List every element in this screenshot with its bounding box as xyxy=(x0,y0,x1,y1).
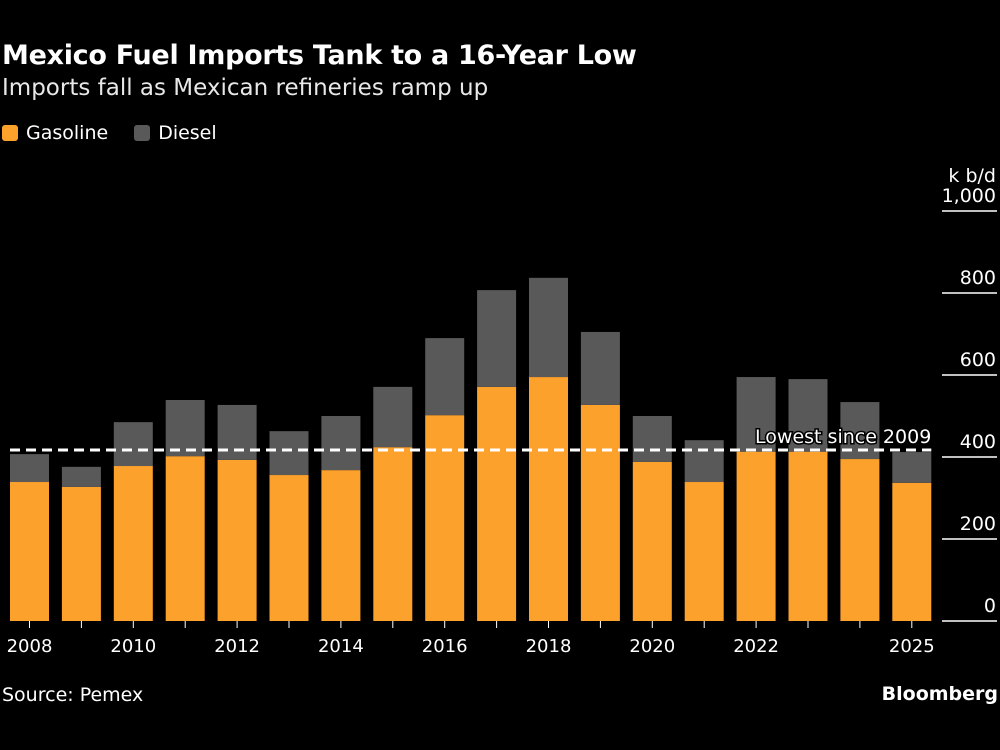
bar-diesel-2018 xyxy=(529,277,568,378)
source-note: Source: Pemex xyxy=(2,684,144,706)
legend-label-gasoline: Gasoline xyxy=(26,122,109,144)
legend-item-diesel: Diesel xyxy=(134,122,217,144)
x-tick-label: 2025 xyxy=(889,636,935,657)
bar-gasoline-2013 xyxy=(269,475,309,621)
bar-diesel-2011 xyxy=(165,400,205,457)
bloomberg-logo: Bloomberg xyxy=(881,683,998,705)
annotation-label: Lowest since 2009 xyxy=(755,426,931,448)
bar-gasoline-2015 xyxy=(373,447,413,621)
bar-gasoline-2021 xyxy=(684,482,724,621)
bar-gasoline-2009 xyxy=(61,486,101,621)
bar-diesel-2010 xyxy=(113,422,153,467)
bar-diesel-2019 xyxy=(580,331,620,405)
bar-diesel-2022 xyxy=(736,377,776,452)
legend-item-gasoline: Gasoline xyxy=(2,122,108,144)
bar-gasoline-2014 xyxy=(321,470,361,621)
y-tick-label: 600 xyxy=(960,349,996,371)
bar-gasoline-2012 xyxy=(217,459,257,621)
x-tick-label: 2014 xyxy=(318,636,364,657)
x-tick-label: 2018 xyxy=(526,636,572,657)
bar-diesel-2016 xyxy=(425,338,465,416)
bar-gasoline-2019 xyxy=(580,404,620,621)
bar-diesel-2023 xyxy=(788,379,828,452)
x-tick-label: 2008 xyxy=(7,636,53,657)
bar-gasoline-2020 xyxy=(632,461,672,621)
bar-gasoline-2016 xyxy=(425,415,465,621)
bar-gasoline-2023 xyxy=(788,451,828,621)
x-tick-label: 2022 xyxy=(733,636,779,657)
x-tick-label: 2020 xyxy=(629,636,675,657)
bar-gasoline-2017 xyxy=(477,386,517,621)
bar-gasoline-2018 xyxy=(529,377,568,621)
bar-diesel-2020 xyxy=(632,416,672,462)
y-tick-label: 0 xyxy=(984,595,996,617)
bar-diesel-2021 xyxy=(684,440,724,483)
x-tick-label: 2012 xyxy=(214,636,260,657)
chart-subtitle: Imports fall as Mexican refineries ramp … xyxy=(2,75,489,101)
bar-gasoline-2024 xyxy=(840,459,880,621)
bar-diesel-2017 xyxy=(477,290,517,387)
legend-swatch-gasoline xyxy=(2,125,18,141)
bar-diesel-2013 xyxy=(269,431,309,476)
bar-diesel-2009 xyxy=(61,466,101,487)
legend-label-diesel: Diesel xyxy=(158,122,217,144)
y-tick-label: 800 xyxy=(960,267,996,289)
bar-diesel-2014 xyxy=(321,416,361,471)
bar-diesel-2025 xyxy=(892,452,932,483)
x-tick-label: 2010 xyxy=(110,636,156,657)
y-tick-label: 1,000 xyxy=(942,185,996,207)
bar-diesel-2008 xyxy=(10,454,49,483)
y-tick-label: 400 xyxy=(960,431,996,453)
bar-diesel-2012 xyxy=(217,404,257,460)
bar-gasoline-2008 xyxy=(10,482,49,621)
bar-gasoline-2011 xyxy=(165,456,205,621)
y-axis-unit: k b/d xyxy=(948,165,996,187)
y-tick-label: 200 xyxy=(960,513,996,535)
legend-swatch-diesel xyxy=(134,125,151,141)
bar-gasoline-2022 xyxy=(736,451,776,621)
bar-gasoline-2010 xyxy=(113,466,153,621)
bar-diesel-2015 xyxy=(373,386,413,448)
x-tick-label: 2016 xyxy=(422,636,468,657)
legend: Gasoline Diesel xyxy=(2,122,217,144)
chart-title: Mexico Fuel Imports Tank to a 16-Year Lo… xyxy=(2,40,637,71)
bar-gasoline-2025 xyxy=(892,482,932,621)
